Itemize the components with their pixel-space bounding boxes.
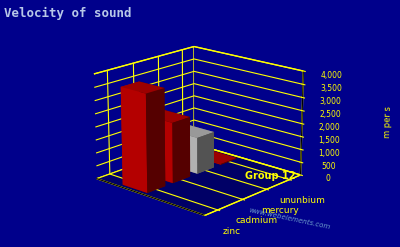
Text: Velocity of sound: Velocity of sound: [4, 7, 132, 21]
Text: www.webelements.com: www.webelements.com: [248, 207, 331, 231]
